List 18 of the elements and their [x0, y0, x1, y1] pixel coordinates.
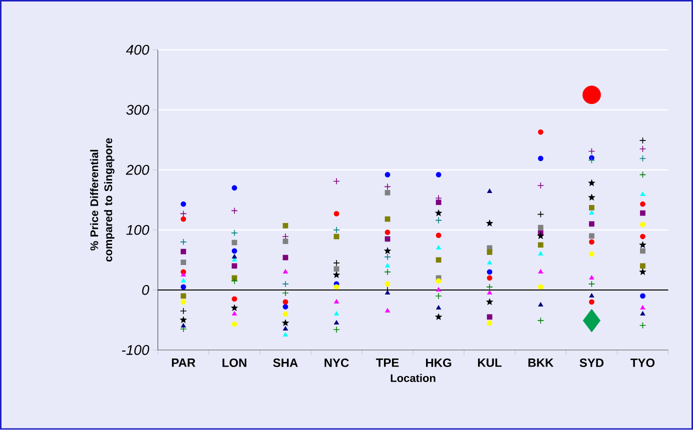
x-tick-label: TYO: [630, 358, 655, 368]
y-tick-label: 200: [126, 165, 150, 175]
x-tick-label: KUL: [478, 358, 502, 368]
x-tick-label: SYD: [580, 358, 604, 368]
x-tick-label: SHA: [273, 358, 298, 368]
y-tick-label: 100: [126, 225, 150, 235]
x-tick-label: LON: [222, 358, 246, 368]
x-tick-label: PAR: [172, 358, 196, 367]
y-tick-label: -100: [122, 345, 150, 356]
x-tick-label: BKK: [528, 358, 554, 367]
x-axis-title: Location: [390, 374, 436, 382]
y-tick-label: 0: [142, 285, 150, 296]
y-tick-label: 300: [126, 104, 150, 115]
y-axis-title: % Price Differential compared to Singapore: [90, 138, 114, 262]
x-tick-label: NYC: [324, 358, 349, 368]
x-tick-label: TPE: [376, 358, 399, 367]
y-tick-label: 400: [126, 44, 150, 55]
x-tick-label: HKG: [426, 358, 452, 368]
